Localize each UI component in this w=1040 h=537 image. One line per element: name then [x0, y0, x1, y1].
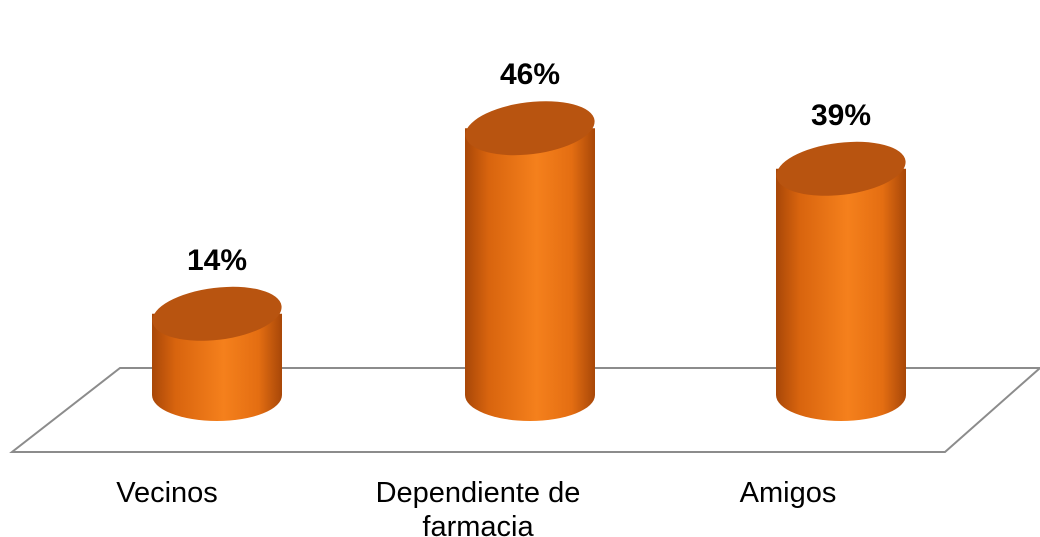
value-label-1: 46% — [500, 58, 560, 91]
value-labels-group: 14% 46% 39% — [187, 58, 871, 277]
category-label-1: Dependiente de farmacia — [376, 477, 581, 537]
category-label-2: Amigos — [740, 477, 837, 509]
bars-group — [152, 101, 906, 421]
bar-0 — [152, 313, 282, 421]
bar-1 — [465, 128, 595, 421]
bar-top-0 — [152, 286, 282, 341]
value-label-0: 14% — [187, 244, 247, 277]
value-label-2: 39% — [811, 99, 871, 132]
category-labels-group: Vecinos Dependiente de farmacia Amigos — [116, 477, 836, 537]
bar-top-1 — [465, 101, 595, 156]
bar-top-2 — [776, 141, 906, 196]
category-label-0: Vecinos — [116, 477, 218, 509]
bar-2 — [776, 168, 906, 421]
